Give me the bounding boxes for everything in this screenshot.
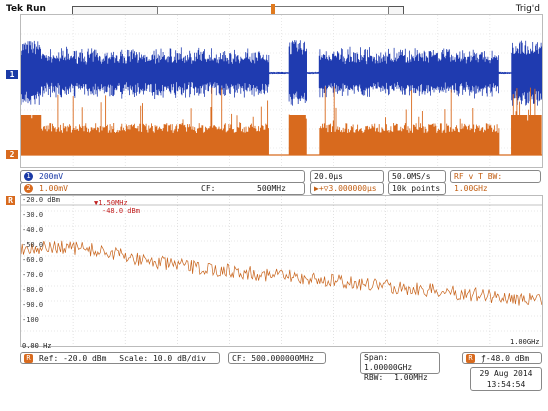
y-axis-label: -20.0 dBm xyxy=(22,196,60,204)
rf-ref-marker[interactable]: R xyxy=(6,196,15,205)
timebase-delay: 3.000000µs xyxy=(328,184,377,193)
y-axis-label: -100 xyxy=(22,316,39,324)
ch1-ground-marker[interactable]: 1 xyxy=(6,70,18,79)
rf-bw-value: 1.00GHz xyxy=(454,184,488,193)
acquisition-status: Tek Run xyxy=(6,4,46,14)
timebase-scale: 20.0µs xyxy=(314,172,343,181)
rbw-label: RBW: xyxy=(364,373,384,382)
center-freq-box[interactable]: CF: 500.000000MHz xyxy=(228,352,326,364)
timebase-delay-box[interactable]: ▶+▽3.000000µs xyxy=(310,182,384,195)
spectrum-start-freq: 0.00 Hz xyxy=(22,342,52,350)
y-axis-label: -80.0 xyxy=(22,286,44,294)
y-axis-label: -40.0 xyxy=(22,226,44,234)
scale: Scale: 10.0 dB/div xyxy=(119,354,206,363)
ch2-volts: 1.00mV xyxy=(39,184,68,193)
span-label: Span: xyxy=(364,353,389,362)
center-freq: CF: 500.000000MHz xyxy=(232,354,314,363)
rf-bw-box[interactable]: RF v T BW: 1.00GHz xyxy=(450,170,541,193)
marker-freq: 1.50MHz xyxy=(98,199,128,207)
delay-icon: ▶+▽ xyxy=(314,184,329,193)
span-value: 1.00000GHz xyxy=(364,363,413,372)
ch2-cf-value: 500MHz xyxy=(257,184,286,193)
ch2-icon: 2 xyxy=(24,184,33,193)
ch1-icon: 1 xyxy=(24,172,33,181)
rbw-value: 1.00MHz xyxy=(394,373,428,382)
date: 29 Aug 2014 xyxy=(479,369,533,378)
ch2-readout[interactable]: 2 1.00mV CF: 500MHz xyxy=(20,182,305,195)
ref-level: Ref: -20.0 dBm xyxy=(39,354,107,363)
record-length: 10k points xyxy=(392,184,441,193)
ch1-volts: 200mV xyxy=(39,172,64,181)
sample-rate: 50.0MS/s xyxy=(392,172,431,181)
rf-icon: R xyxy=(24,354,33,363)
marker-level: -48.0 dBm xyxy=(102,207,140,215)
spectrum-stop-freq: 1.00GHz xyxy=(510,338,540,346)
marker-triangle-icon: ▼ xyxy=(94,199,99,207)
time-domain-waveform xyxy=(20,14,543,168)
span-rbw-box[interactable]: Span: 1.00000GHz RBW: 1.00MHz xyxy=(360,352,440,382)
rf-bw-label: RF v T BW: xyxy=(454,172,503,181)
spectrum-display xyxy=(20,195,543,347)
spectrum-marker-readout: ▼1.50MHz -48.0 dBm xyxy=(94,199,140,215)
y-axis-label: -50.0 xyxy=(22,241,44,249)
y-axis-label: -30.0 xyxy=(22,211,44,219)
y-axis-label: -70.0 xyxy=(22,271,44,279)
date-time-box: 29 Aug 2014 13:54:54 xyxy=(470,367,542,391)
y-axis-label: -60.0 xyxy=(22,256,44,264)
trigger-position-marker[interactable] xyxy=(271,4,275,16)
trigger-slope-icon: ƒ xyxy=(481,354,486,363)
y-axis-label: -90.0 xyxy=(22,301,44,309)
trigger-status: Trig'd xyxy=(515,4,540,14)
trigger-level: -48.0 dBm xyxy=(485,354,530,363)
time: 13:54:54 xyxy=(486,380,526,389)
record-length-box[interactable]: 10k points xyxy=(388,182,446,195)
trigger-source-icon: R xyxy=(466,354,475,363)
ch2-cf-label: CF: xyxy=(201,184,216,193)
ch2-ground-marker[interactable]: 2 xyxy=(6,150,18,159)
ref-scale-box[interactable]: R Ref: -20.0 dBm Scale: 10.0 dB/div xyxy=(20,352,220,364)
